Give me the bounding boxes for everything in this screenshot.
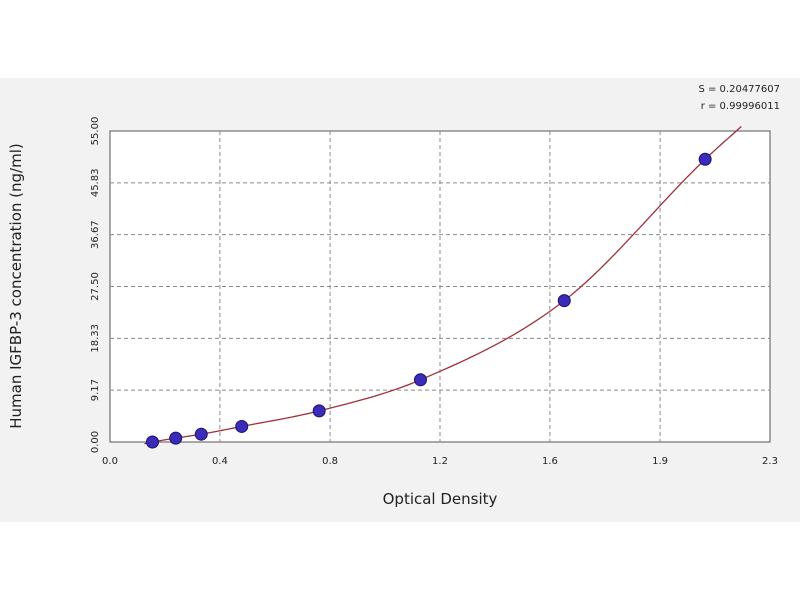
x-tick-label: 0.4 (212, 456, 228, 467)
data-point (413, 373, 427, 387)
fitted-curve (144, 125, 742, 445)
grid-lines (110, 131, 770, 442)
x-ticks: 0.0 0.4 0.8 1.2 1.6 1.9 2.3 (102, 456, 778, 467)
y-tick-label: 18.33 (90, 324, 101, 353)
data-points (145, 152, 712, 449)
x-tick-label: 0.0 (102, 456, 118, 467)
y-axis-title: Human IGFBP-3 concentration (ng/ml) (7, 143, 25, 429)
y-tick-label: 36.67 (90, 220, 101, 249)
standard-curve-chart: 0.0 0.4 0.8 1.2 1.6 1.9 2.3 0.00 9.17 18.33 27.50… (7, 84, 780, 508)
x-tick-label: 2.3 (762, 456, 778, 467)
x-tick-label: 1.6 (542, 456, 558, 467)
stat-s: S = 0.20477607 (698, 84, 780, 95)
y-ticks: 0.00 9.17 18.33 27.50 36.67 45.83 55.00 (90, 117, 101, 453)
stat-r: r = 0.99996011 (701, 101, 780, 112)
y-tick-label: 55.00 (90, 117, 101, 146)
data-point (169, 431, 183, 445)
data-point (557, 294, 571, 308)
y-tick-label: 9.17 (90, 379, 101, 401)
y-tick-label: 0.00 (90, 431, 101, 453)
data-point (235, 419, 249, 433)
x-axis-title: Optical Density (383, 490, 498, 508)
data-point (145, 435, 159, 449)
chart-frame: 0.0 0.4 0.8 1.2 1.6 1.9 2.3 0.00 9.17 18.33 27.50… (0, 78, 800, 522)
data-point (698, 152, 712, 166)
x-tick-label: 0.8 (322, 456, 338, 467)
curve-layer (144, 125, 742, 445)
x-tick-label: 1.2 (432, 456, 448, 467)
y-tick-label: 45.83 (90, 169, 101, 198)
data-point (312, 404, 326, 418)
data-point (194, 427, 208, 441)
x-tick-label: 1.9 (652, 456, 668, 467)
y-tick-label: 27.50 (90, 272, 101, 301)
